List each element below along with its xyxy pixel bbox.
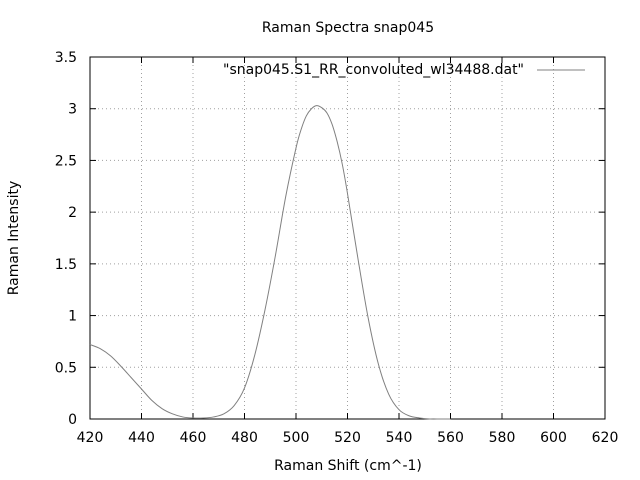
y-tick-label: 1 <box>68 309 77 325</box>
x-tick-label: 480 <box>231 430 258 446</box>
x-tick-label: 520 <box>334 430 361 446</box>
y-tick-label: 0 <box>68 412 77 428</box>
y-axis-title: Raman Intensity <box>6 181 22 295</box>
x-axis-title: Raman Shift (cm^-1) <box>274 458 422 474</box>
x-tick-label: 580 <box>489 430 516 446</box>
legend: "snap045.S1_RR_convoluted_wl34488.dat" <box>223 62 585 78</box>
y-tick-label: 1.5 <box>55 257 77 273</box>
x-tick-label: 420 <box>77 430 104 446</box>
y-tick-label: 0.5 <box>55 360 77 376</box>
x-tick-label: 540 <box>386 430 413 446</box>
y-tick-label: 2.5 <box>55 153 77 169</box>
y-tick-label: 3.5 <box>55 50 77 66</box>
x-tick-label: 620 <box>592 430 619 446</box>
y-tick-labels: 0 0.5 1 1.5 2 2.5 3 3.5 <box>55 50 77 428</box>
x-tick-label: 500 <box>283 430 310 446</box>
x-tick-labels: 420 440 460 480 500 520 540 560 580 600 620 <box>77 430 619 446</box>
x-tick-label: 560 <box>437 430 464 446</box>
x-tick-label: 460 <box>180 430 207 446</box>
legend-label: "snap045.S1_RR_convoluted_wl34488.dat" <box>223 62 524 78</box>
x-tick-label: 600 <box>540 430 567 446</box>
y-tick-label: 2 <box>68 205 77 221</box>
y-tick-label: 3 <box>68 102 77 118</box>
grid-layer <box>90 57 605 419</box>
chart-title: Raman Spectra snap045 <box>262 20 434 36</box>
series-layer <box>89 105 451 420</box>
tick-layer <box>89 56 606 420</box>
series-line <box>89 105 451 420</box>
x-tick-label: 440 <box>128 430 155 446</box>
